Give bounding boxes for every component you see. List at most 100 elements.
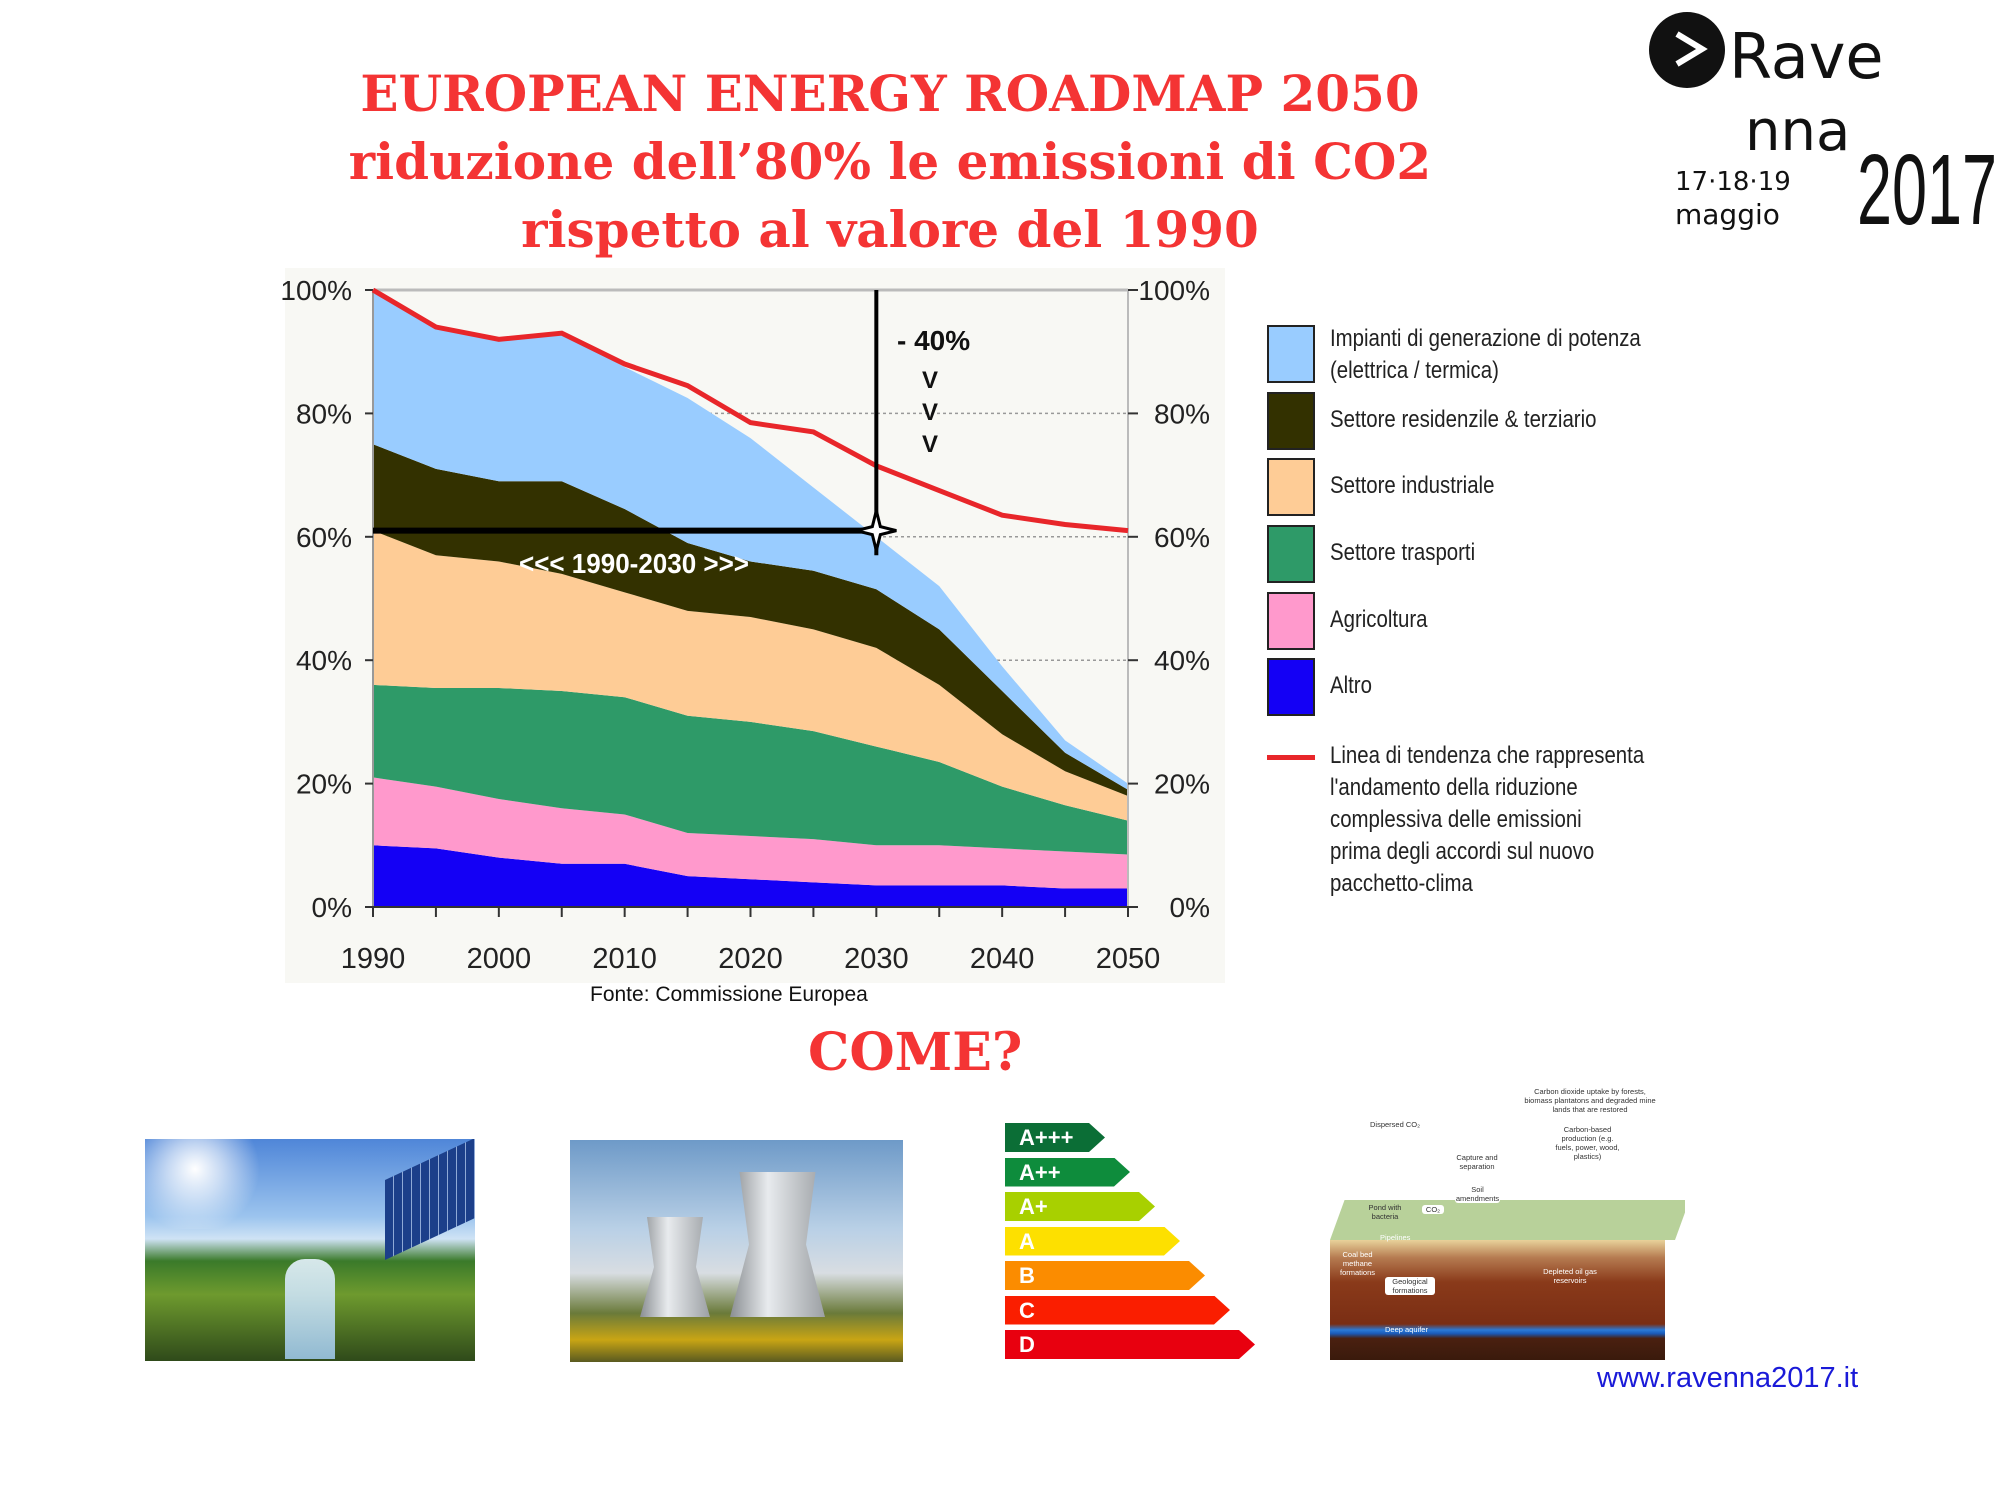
emissions-area-chart: - 40%VVV<<< 1990-2030 >>> 0% 0%20% 20%40% 4… — [280, 268, 1225, 983]
legend-label-line: Agricoltura — [1330, 606, 1428, 633]
carbon-capture-diagram: Carbon dioxide uptake by forests, biomas… — [1330, 1085, 1685, 1360]
down-arrow-label: V — [922, 399, 938, 426]
tick-labels: 0% 0% 20% 20% 40% 40% 60% 60% 80% 80% 100% 100% 1990… — [280, 275, 1210, 975]
ravenna-2017-logo: Rave nna 17·18·19 maggio 2017 — [1649, 12, 1997, 236]
y-tick-label-right: 100% — [1138, 275, 1210, 306]
x-tick-label: 2000 — [467, 943, 532, 975]
y-tick-label-right: 0% — [1170, 892, 1210, 923]
energy-class-d: D — [1005, 1330, 1255, 1359]
legend-label-line: Settore residenzile & terziario — [1330, 406, 1597, 433]
cooling-tower-right — [730, 1172, 825, 1317]
ccs-label-dispersed: Dispersed CO₂ — [1370, 1120, 1421, 1129]
x-tick-label: 1990 — [341, 943, 406, 975]
gridlines — [373, 288, 1128, 661]
title-line-2: riduzione dell’80% le emissioni di CO2 — [348, 132, 1432, 191]
x-tick-label: 2030 — [844, 943, 909, 975]
ccs-label-aquifer: Deep aquifer — [1385, 1325, 1428, 1334]
logo-text-rave: Rave — [1729, 20, 1884, 93]
energy-class-ap: A+ — [1005, 1192, 1155, 1221]
energy-class-app: A++ — [1005, 1158, 1130, 1187]
y-tick-label-right: 80% — [1154, 398, 1210, 429]
down-arrow-label: V — [922, 431, 938, 458]
ccs-label-carbon-based: Carbon-based production (e.g. fuels, pow… — [1555, 1125, 1620, 1161]
area-settore-industriale — [373, 530, 1128, 821]
cooling-tower-left — [640, 1217, 710, 1317]
ccs-label-soil: Soil amendments — [1455, 1185, 1500, 1203]
area-altro — [373, 845, 1128, 907]
y-tick-label-left: 80% — [296, 398, 352, 429]
waterfall — [285, 1259, 335, 1359]
legend-trend-line-4: prima degli accordi sul nuovo — [1330, 838, 1595, 865]
solar-panel-icon — [385, 1139, 475, 1260]
legend-swatch — [1267, 525, 1315, 583]
energy-class-c: C — [1005, 1296, 1230, 1325]
trend-line — [371, 287, 1129, 534]
logo-year: 2017 — [1857, 134, 1997, 236]
area-settore-trasporti — [373, 684, 1128, 855]
reduction-label: - 40% — [897, 325, 970, 356]
ccs-label-co2: CO₂ — [1422, 1205, 1444, 1214]
logo-circle-icon — [1649, 12, 1725, 88]
energy-class-appp: A+++ — [1005, 1123, 1105, 1152]
y-tick-label-right: 20% — [1154, 769, 1210, 800]
y-tick-label-left: 40% — [296, 645, 352, 676]
legend-trend-line-2: l'andamento della riduzione — [1330, 774, 1578, 801]
legend-swatch — [1267, 592, 1315, 650]
legend-label-line: Settore industriale — [1330, 472, 1495, 499]
ccs-label-depleted: Depleted oil gas reservoirs — [1543, 1267, 1597, 1285]
trend-line-group — [371, 287, 1129, 534]
legend-trend-line-5: pacchetto-clima — [1330, 870, 1473, 897]
logo-month: maggio — [1675, 198, 1780, 231]
legend-label: Impianti di generazione di potenza (elett… — [1330, 323, 1641, 387]
logo-arrow-icon — [1675, 31, 1708, 67]
legend-label-line: (elettrica / termica) — [1330, 357, 1499, 384]
cooling-towers-photo — [570, 1140, 903, 1362]
ccs-label-pipelines: Pipelines — [1380, 1233, 1411, 1242]
ccs-label-capture: Capture and separation — [1452, 1153, 1502, 1171]
axes — [365, 289, 1138, 917]
title-line-1: EUROPEAN ENERGY ROADMAP 2050 — [360, 64, 1420, 123]
down-arrow-label: V — [922, 367, 938, 394]
renewable-energy-photo — [145, 1139, 475, 1361]
energy-class-a: A — [1005, 1227, 1180, 1256]
legend-swatch — [1267, 658, 1315, 716]
legend-label: Settore industriale — [1330, 470, 1494, 502]
logo-text-nna: nna — [1745, 99, 1850, 164]
area-series — [373, 290, 1128, 907]
y-tick-label-left: 20% — [296, 769, 352, 800]
page-title: EUROPEAN ENERGY ROADMAP 2050 riduzione d… — [240, 60, 1540, 264]
y-tick-label-left: 0% — [312, 892, 352, 923]
x-tick-label: 2020 — [718, 943, 783, 975]
legend-label-line: Altro — [1330, 672, 1372, 699]
annotations: - 40%VVV<<< 1990-2030 >>> — [373, 290, 970, 579]
x-tick-label: 2050 — [1096, 943, 1161, 975]
source-caption: Fonte: Commissione Europea — [590, 983, 868, 1006]
ccs-soil-layers — [1330, 1240, 1665, 1360]
legend-label-line: Impianti di generazione di potenza — [1330, 325, 1641, 352]
legend-label: Settore trasporti — [1330, 537, 1475, 569]
legend-swatch — [1267, 392, 1315, 450]
energy-class-b: B — [1005, 1261, 1205, 1290]
legend-swatch — [1267, 325, 1315, 383]
legend-label: Agricoltura — [1330, 604, 1428, 636]
ccs-label-uptake: Carbon dioxide uptake by forests, biomas… — [1524, 1087, 1656, 1114]
y-tick-label-left: 100% — [280, 275, 352, 306]
period-label: <<< 1990-2030 >>> — [519, 548, 749, 579]
area-agricoltura — [373, 777, 1128, 889]
y-tick-label-right: 40% — [1154, 645, 1210, 676]
y-tick-label-right: 60% — [1154, 522, 1210, 553]
ccs-label-pond: Pond with bacteria — [1368, 1203, 1402, 1221]
x-tick-label: 2010 — [592, 943, 657, 975]
legend-label: Settore residenzile & terziario — [1330, 404, 1596, 436]
website-link[interactable]: www.ravenna2017.it — [1597, 1362, 1859, 1394]
legend-label-line: Settore trasporti — [1330, 539, 1476, 566]
ccs-label-geological: Geological formations — [1385, 1277, 1435, 1295]
sun-glow — [145, 1139, 265, 1229]
legend-trend-line-swatch — [1267, 755, 1315, 760]
area-impianti — [373, 290, 1128, 790]
title-line-3: rispetto al valore del 1990 — [521, 200, 1259, 259]
come-heading: COME? — [808, 1022, 1023, 1083]
legend-trend-text: Linea di tendenza che rappresenta l'anda… — [1330, 740, 1644, 900]
legend-trend-line-1: Linea di tendenza che rappresenta — [1330, 742, 1645, 769]
marker-star-icon — [855, 510, 897, 551]
